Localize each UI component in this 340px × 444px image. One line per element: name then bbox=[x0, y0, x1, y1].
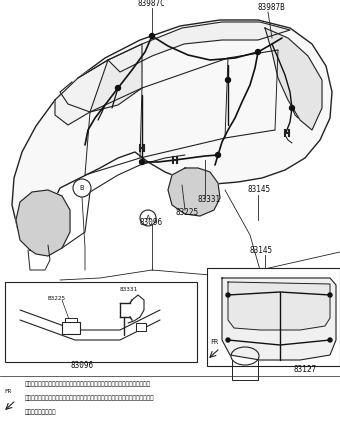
Polygon shape bbox=[222, 278, 336, 360]
Text: 83225: 83225 bbox=[175, 208, 198, 217]
Bar bbox=[136, 323, 146, 331]
Text: 83096: 83096 bbox=[140, 218, 163, 227]
Polygon shape bbox=[55, 60, 108, 125]
Polygon shape bbox=[228, 282, 330, 330]
Text: B: B bbox=[80, 185, 84, 191]
Circle shape bbox=[150, 33, 154, 39]
Text: 83987B: 83987B bbox=[258, 3, 286, 12]
Text: FR: FR bbox=[4, 389, 11, 394]
Text: 83331: 83331 bbox=[198, 195, 221, 204]
Bar bbox=[65, 318, 77, 322]
Polygon shape bbox=[265, 28, 322, 130]
Text: 外装ランプ本体に装填するコネクタの補用部部品をこのグループの最終イラストに: 外装ランプ本体に装填するコネクタの補用部部品をこのグループの最終イラストに bbox=[25, 396, 154, 401]
Text: 表示してあります。: 表示してあります。 bbox=[25, 409, 56, 415]
Text: A: A bbox=[146, 215, 150, 221]
Polygon shape bbox=[16, 190, 70, 256]
Circle shape bbox=[140, 210, 156, 226]
Polygon shape bbox=[108, 22, 290, 72]
Circle shape bbox=[225, 78, 231, 83]
Text: 83331: 83331 bbox=[120, 287, 138, 292]
Circle shape bbox=[226, 338, 230, 342]
Circle shape bbox=[73, 179, 91, 197]
Text: B3225: B3225 bbox=[48, 296, 66, 301]
Circle shape bbox=[116, 86, 120, 91]
Text: 83127: 83127 bbox=[294, 365, 317, 374]
Polygon shape bbox=[60, 44, 142, 112]
Bar bbox=[207, 268, 340, 366]
Polygon shape bbox=[12, 20, 332, 250]
Text: 注：注：配線の詳細については、整備解説書（電気配線図集）と照合願います。: 注：注：配線の詳細については、整備解説書（電気配線図集）と照合願います。 bbox=[25, 381, 151, 387]
Text: 83987C: 83987C bbox=[138, 0, 166, 8]
Bar bbox=[62, 322, 80, 334]
Bar bbox=[5, 282, 197, 362]
Circle shape bbox=[328, 338, 332, 342]
Text: 83145: 83145 bbox=[248, 185, 271, 194]
Circle shape bbox=[226, 293, 230, 297]
Circle shape bbox=[139, 159, 144, 164]
Polygon shape bbox=[168, 168, 220, 216]
Circle shape bbox=[328, 293, 332, 297]
Text: 83096: 83096 bbox=[70, 361, 94, 370]
Circle shape bbox=[216, 152, 221, 158]
Circle shape bbox=[289, 106, 294, 111]
Circle shape bbox=[255, 49, 260, 55]
Text: FR: FR bbox=[210, 339, 218, 345]
Text: 83145: 83145 bbox=[250, 246, 273, 255]
